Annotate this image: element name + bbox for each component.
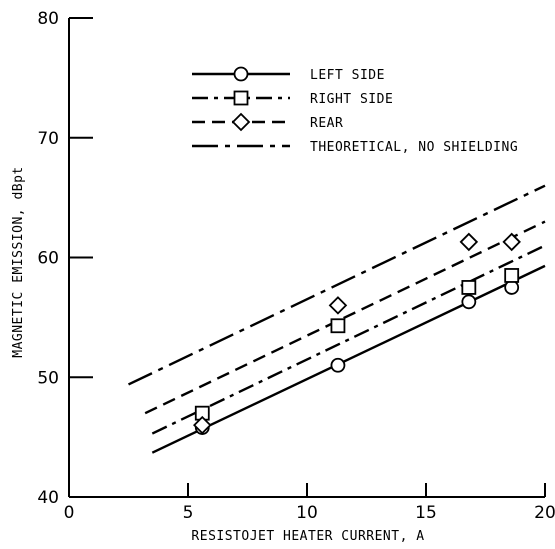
y-tick-label: 40 [37, 488, 59, 508]
x-tick-label: 10 [296, 503, 318, 523]
data-point-right-side [461, 280, 477, 295]
x-tick-label: 15 [415, 503, 437, 523]
y-tick-label: 70 [37, 129, 59, 149]
y-axis-label: MAGNETIC EMISSION, dBpt [11, 166, 26, 358]
axes [68, 17, 546, 498]
tick-labels: 40 50 60 70 80 0 5 10 15 20 [37, 9, 555, 523]
data-point-left-side [461, 294, 477, 310]
legend-marker-right-side [233, 90, 249, 106]
data-point-left-side [330, 357, 346, 373]
data-point-left-side [504, 280, 520, 295]
x-axis-label: RESISTOJET HEATER CURRENT, A [191, 529, 424, 544]
series-line-theoretical-no-shielding [127, 184, 546, 386]
data-point-right-side [330, 318, 346, 334]
legend-label-left-side: LEFT SIDE [310, 68, 385, 83]
data-point-rear [502, 232, 521, 252]
series-line-right-side [151, 244, 546, 435]
series-line-left-side [151, 264, 546, 454]
legend-label-theoretical-no-shielding: THEORETICAL, NO SHIELDING [310, 140, 518, 155]
data-point-rear [193, 415, 212, 435]
y-tick-label: 60 [37, 249, 59, 269]
data-markers [193, 232, 521, 435]
y-tick-label: 50 [37, 368, 59, 388]
y-tick-label: 80 [37, 9, 59, 29]
series-lines [127, 184, 546, 454]
x-tick-label: 0 [64, 503, 75, 523]
data-point-right-side [504, 268, 520, 283]
x-tick-label: 20 [534, 503, 555, 523]
series-line-rear [144, 220, 546, 415]
data-point-rear [459, 232, 479, 252]
legend-marker-rear [231, 112, 251, 132]
x-tick-label: 5 [183, 503, 194, 523]
legend-label-rear: REAR [310, 116, 343, 131]
data-point-rear [328, 296, 348, 315]
legend: LEFT SIDE RIGHT SIDE REAR THEORETICAL, NO S… [192, 66, 518, 155]
legend-label-right-side: RIGHT SIDE [310, 92, 393, 107]
legend-marker-left-side [233, 66, 249, 82]
